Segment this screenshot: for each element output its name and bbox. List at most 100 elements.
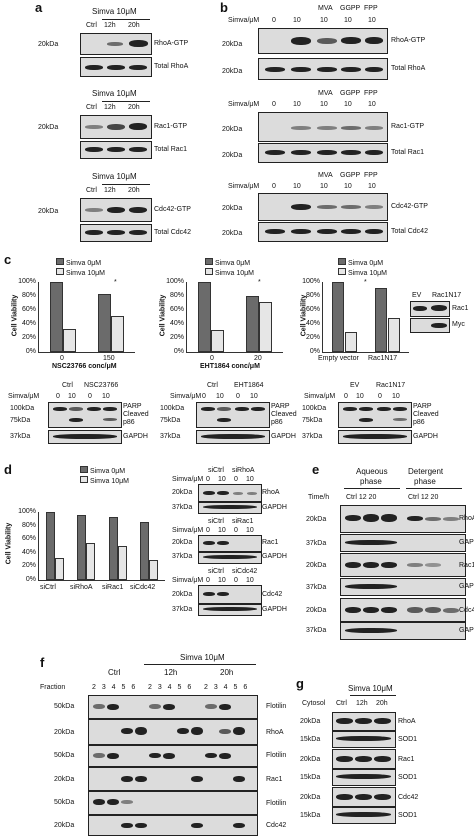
b1-mva: MVA <box>318 5 333 12</box>
f-simva: Simva 10μM <box>180 653 225 662</box>
e-gapdh-2: GAPDH <box>459 583 474 590</box>
a1-12h: 12h <box>104 22 116 29</box>
blot-a-cdc42-gtp <box>80 198 152 222</box>
blot-g-sod1-1 <box>332 731 396 748</box>
d3-10a: 10 <box>218 577 226 584</box>
d3-simva: Simva/μM <box>172 577 204 584</box>
c3-cleaved: Cleaved <box>413 411 439 418</box>
y-tick-label: 20% <box>305 334 320 341</box>
e-k20-2: 20kDa <box>306 562 327 569</box>
d2-sictrl: siCtrl <box>208 518 224 525</box>
a-total-rhoa-label: Total RhoA <box>154 63 189 70</box>
b-total-rac1-label: Total Rac1 <box>391 149 425 156</box>
f-ctrl: Ctrl <box>108 668 121 677</box>
y-tick-label: 100% <box>18 278 36 285</box>
b2-10d: 10 <box>368 101 376 108</box>
d1-simva: Simva/μM <box>172 476 204 483</box>
e-gapdh-3: GAPDH <box>459 627 474 634</box>
y-tick-label: 80% <box>305 292 320 299</box>
legend-c3: Simva 0μM Simva 10μM <box>338 258 387 278</box>
blot-e-rhoa <box>340 505 466 533</box>
y-tick-label: 40% <box>21 548 36 556</box>
d2-k37: 37kDa <box>172 553 193 560</box>
bar-1-1 <box>86 542 96 580</box>
c-simva-1: Simva/μM <box>8 393 40 400</box>
e-k37-2: 37kDa <box>306 584 327 591</box>
blot-e-gapdh-2 <box>340 578 466 596</box>
a2-12h: 12h <box>104 104 116 111</box>
f-k20-3: 20kDa <box>54 822 75 829</box>
f-flotilin-1: Flotilin <box>266 703 287 710</box>
bar-0-0 <box>332 282 345 352</box>
b3-mva: MVA <box>318 172 333 179</box>
c2-l10a: 10 <box>216 393 224 400</box>
b3-ggpp: GGPP <box>340 172 361 179</box>
y-tick-label: 80% <box>169 292 184 299</box>
bar-3-1 <box>149 559 159 580</box>
c1-l0a: 0 <box>56 393 60 400</box>
d-rhoa-label: RhoA <box>262 489 280 496</box>
d-x3: siCdc42 <box>130 584 156 591</box>
b2-10a: 10 <box>293 101 301 108</box>
d2-0b: 0 <box>234 527 238 534</box>
y-tick-label: 80% <box>21 292 36 299</box>
blot-g-rac1 <box>332 749 396 769</box>
chart-c3: 0% 20% 40% 60% 80% 100% <box>302 278 409 355</box>
g-k15-1: 15kDa <box>300 736 321 743</box>
b-rac1-gtp-label: Rac1-GTP <box>391 123 425 130</box>
c2-ylabel: Cell Viability <box>159 294 167 337</box>
b1-0: 0 <box>272 17 276 24</box>
b1-kda1: 20kDa <box>222 41 243 48</box>
e-k37-1: 37kDa <box>306 540 327 547</box>
g-sod1-1: SOD1 <box>398 736 418 743</box>
blot-f-flotilin-3 <box>88 791 258 815</box>
c2-star: * <box>258 279 261 286</box>
a3-kda: 20kDa <box>38 208 59 215</box>
y-tick-label: 100% <box>18 508 36 515</box>
f-fr-3: 2 3 4 5 6 <box>204 684 248 691</box>
blot-f-flotilin-2 <box>88 745 258 767</box>
a1-simva-label: Simva 10μM <box>92 7 137 16</box>
y-tick-label: 60% <box>21 306 36 313</box>
a3-20h: 20h <box>128 187 140 194</box>
c2-l0b: 0 <box>236 393 240 400</box>
a2-20h: 20h <box>128 104 140 111</box>
panel-e-label: e <box>312 462 320 477</box>
legend-c2: Simva 0μM Simva 10μM <box>205 258 254 278</box>
d2-k20: 20kDa <box>172 539 193 546</box>
a1-20h: 20h <box>128 22 140 29</box>
e-gapdh-1: GAPDH <box>459 539 474 546</box>
bar-1-0 <box>97 293 111 352</box>
c2-p86: p86 <box>271 419 283 426</box>
blot-b-total-rhoa <box>258 58 388 80</box>
bar-0-0 <box>45 512 55 580</box>
blot-c3-rac1 <box>410 301 450 317</box>
e-k20-1: 20kDa <box>306 516 327 523</box>
g-12h: 12h <box>356 700 368 707</box>
bar-0-1 <box>54 558 64 580</box>
c-simva-2: Simva/μM <box>170 393 202 400</box>
blot-a-total-rhoa <box>80 57 152 77</box>
d1-gapdh: GAPDH <box>262 504 287 511</box>
bar-1-1 <box>111 315 125 352</box>
a2-kda: 20kDa <box>38 124 59 131</box>
d1-0b: 0 <box>234 476 238 483</box>
f-cdc42-label: Cdc42 <box>266 822 287 829</box>
e-ctrl1220-a: Ctrl 12 20 <box>346 494 377 501</box>
b2-mva: MVA <box>318 90 333 97</box>
blot-d-cdc42 <box>198 585 262 604</box>
c1-star: * <box>114 279 117 286</box>
a-total-rac1-label: Total Rac1 <box>154 146 188 153</box>
c3-l0b: 0 <box>378 393 382 400</box>
blot-c-gapdh-3 <box>338 430 412 444</box>
bar-1-0 <box>77 515 87 580</box>
b3-0: 0 <box>272 183 276 190</box>
f-k20-1: 20kDa <box>54 729 75 736</box>
b2-0: 0 <box>272 101 276 108</box>
blot-e-cdc42 <box>340 598 466 622</box>
c1-l10a: 10 <box>68 393 76 400</box>
panel-g-label: g <box>296 676 304 691</box>
d3-0a: 0 <box>206 577 210 584</box>
c1-x1: 150 <box>103 355 115 362</box>
y-tick-label: 0% <box>25 576 36 583</box>
